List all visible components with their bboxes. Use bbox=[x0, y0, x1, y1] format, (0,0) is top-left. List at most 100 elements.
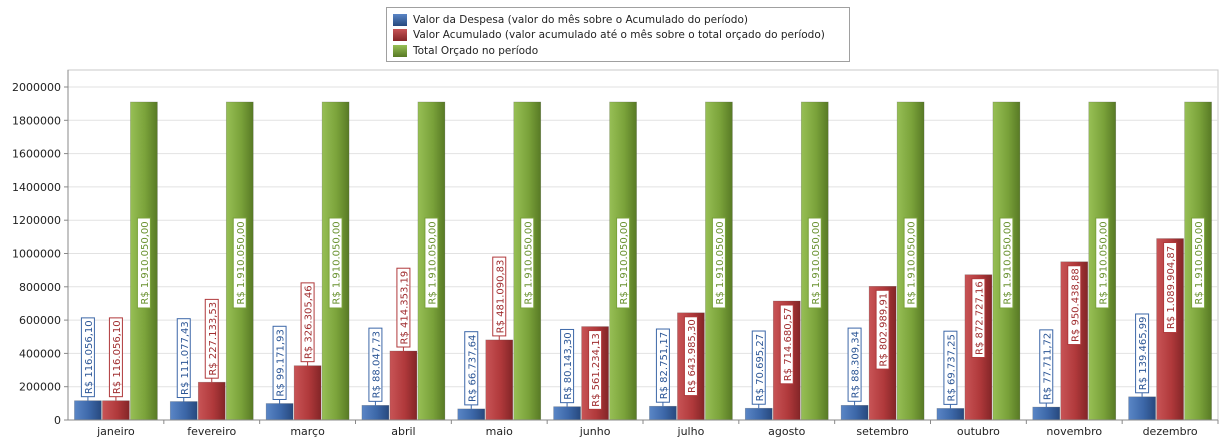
data-label-box bbox=[971, 278, 986, 358]
data-label: R$ 1.910.050,00 bbox=[907, 221, 918, 304]
bar-series-0 bbox=[1032, 406, 1061, 421]
data-label-group: R$ 1.910.050,00 bbox=[903, 217, 918, 309]
data-label: R$ 1.910.050,00 bbox=[523, 221, 534, 304]
data-label: R$ 116.056,10 bbox=[84, 320, 95, 394]
data-label: R$ 1.910.050,00 bbox=[236, 221, 247, 304]
bar-series-1 bbox=[485, 339, 514, 421]
data-label: R$ 99.171,93 bbox=[276, 329, 287, 396]
data-label-group: R$ 1.910.050,00 bbox=[616, 217, 631, 309]
data-label-group: R$ 1.910.050,00 bbox=[232, 217, 247, 309]
bar-series-1 bbox=[293, 365, 322, 421]
bar-series-0 bbox=[1128, 396, 1156, 421]
bar-series-0 bbox=[169, 401, 198, 421]
data-label: R$ 77.711,72 bbox=[1042, 333, 1053, 400]
y-tick-label: 2000000 bbox=[12, 81, 61, 94]
data-label-group: R$ 139.465,99 bbox=[1135, 313, 1150, 394]
data-label-group: R$ 82.751,17 bbox=[655, 328, 670, 403]
data-label: R$ 1.910.050,00 bbox=[1002, 221, 1013, 304]
data-label: R$ 714.680,57 bbox=[783, 308, 794, 382]
data-label-group: R$ 1.089.904,87 bbox=[1163, 242, 1178, 334]
legend-item-acumulado: Valor Acumulado (valor acumulado até o m… bbox=[393, 28, 843, 44]
data-label-group: R$ 88.047,73 bbox=[368, 327, 383, 402]
x-tick-label: março bbox=[290, 425, 325, 438]
data-label-group: R$ 1.910.050,00 bbox=[807, 217, 822, 309]
legend-swatch-despesa bbox=[393, 13, 407, 26]
data-label-box bbox=[560, 328, 575, 404]
data-label-group: R$ 70.695,27 bbox=[751, 330, 766, 405]
data-label-box bbox=[807, 217, 822, 309]
data-label: R$ 802.989,91 bbox=[879, 293, 890, 367]
data-label-group: R$ 1.910.050,00 bbox=[136, 217, 151, 309]
data-label-box bbox=[847, 327, 862, 402]
data-label: R$ 950.438,88 bbox=[1070, 268, 1081, 342]
data-label-box bbox=[232, 217, 247, 309]
data-label-box bbox=[943, 330, 958, 405]
y-tick-label: 1800000 bbox=[12, 114, 61, 127]
data-label-box bbox=[779, 304, 794, 385]
legend-label-despesa: Valor da Despesa (valor do mês sobre o A… bbox=[413, 13, 748, 26]
data-label-group: R$ 643.985,30 bbox=[683, 316, 698, 397]
data-label-group: R$ 69.737,25 bbox=[943, 330, 958, 405]
data-label: R$ 872.727,16 bbox=[974, 281, 985, 355]
data-label-group: R$ 99.171,93 bbox=[272, 325, 287, 400]
x-tick-label: janeiro bbox=[96, 425, 135, 438]
data-label: R$ 66.737,64 bbox=[467, 335, 478, 402]
data-label-box bbox=[999, 217, 1014, 309]
x-tick-label: novembro bbox=[1046, 425, 1102, 438]
y-tick-label: 800000 bbox=[19, 281, 61, 294]
data-label-box bbox=[464, 331, 479, 406]
bar-series-0 bbox=[361, 405, 390, 421]
data-label: R$ 88.047,73 bbox=[371, 331, 382, 398]
data-label-group: R$ 1.910.050,00 bbox=[520, 217, 535, 309]
data-label: R$ 227.133,53 bbox=[208, 302, 219, 376]
bar-series-2 bbox=[513, 101, 542, 421]
bar-series-0 bbox=[457, 408, 486, 421]
data-label-group: R$ 1.910.050,00 bbox=[1095, 217, 1110, 309]
data-label: R$ 82.751,17 bbox=[659, 332, 670, 399]
x-tick-label: julho bbox=[677, 425, 705, 438]
data-label: R$ 1.910.050,00 bbox=[427, 221, 438, 304]
data-label-box bbox=[300, 282, 315, 363]
data-label: R$ 414.353,19 bbox=[399, 271, 410, 345]
data-label-group: R$ 1.910.050,00 bbox=[999, 217, 1014, 309]
data-label-box bbox=[136, 217, 151, 309]
y-tick-label: 1200000 bbox=[12, 214, 61, 227]
data-label-group: R$ 1.910.050,00 bbox=[424, 217, 439, 309]
data-label: R$ 116.056,10 bbox=[112, 320, 123, 394]
legend-swatch-orcado bbox=[393, 44, 407, 57]
data-label-box bbox=[1039, 329, 1054, 404]
plot-area bbox=[67, 69, 1219, 421]
data-label-group: R$ 326.305,46 bbox=[300, 282, 315, 363]
data-label-group: R$ 561.234,13 bbox=[588, 330, 603, 410]
bar-series-0 bbox=[649, 405, 677, 421]
data-label-box bbox=[396, 267, 411, 348]
y-tick-label: 400000 bbox=[19, 347, 61, 360]
y-tick-label: 1400000 bbox=[12, 181, 61, 194]
data-label: R$ 80.143,30 bbox=[563, 332, 574, 399]
x-tick-label: setembro bbox=[856, 425, 909, 438]
data-label: R$ 643.985,30 bbox=[687, 319, 698, 393]
data-label: R$ 326.305,46 bbox=[304, 285, 315, 359]
bar-series-1 bbox=[389, 350, 418, 421]
data-label-box bbox=[875, 289, 890, 370]
chart-legend: Valor da Despesa (valor do mês sobre o A… bbox=[386, 7, 850, 62]
data-label-group: R$ 481.090,83 bbox=[492, 256, 507, 337]
legend-label-orcado: Total Orçado no período bbox=[413, 44, 539, 57]
data-label-group: R$ 714.680,57 bbox=[779, 304, 794, 385]
data-label-group: R$ 802.989,91 bbox=[875, 289, 890, 370]
data-label-group: R$ 111.077,43 bbox=[176, 318, 191, 399]
x-tick-label: fevereiro bbox=[187, 425, 236, 438]
data-label-group: R$ 1.910.050,00 bbox=[328, 217, 343, 309]
data-label-box bbox=[424, 217, 439, 309]
data-label-box bbox=[1095, 217, 1110, 309]
data-label-box bbox=[368, 327, 383, 402]
data-label-box bbox=[1163, 242, 1178, 334]
data-label: R$ 1.910.050,00 bbox=[332, 221, 343, 304]
data-label-box bbox=[80, 317, 95, 398]
data-label-box bbox=[272, 325, 287, 400]
data-label-box bbox=[588, 330, 603, 410]
data-label: R$ 481.090,83 bbox=[495, 260, 506, 334]
bar-series-1 bbox=[102, 400, 130, 421]
y-tick-label: 1600000 bbox=[12, 148, 61, 161]
